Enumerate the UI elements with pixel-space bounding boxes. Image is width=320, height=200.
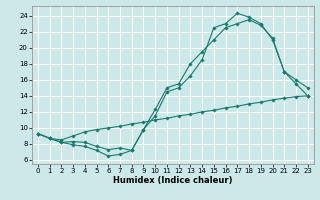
X-axis label: Humidex (Indice chaleur): Humidex (Indice chaleur) (113, 176, 233, 185)
